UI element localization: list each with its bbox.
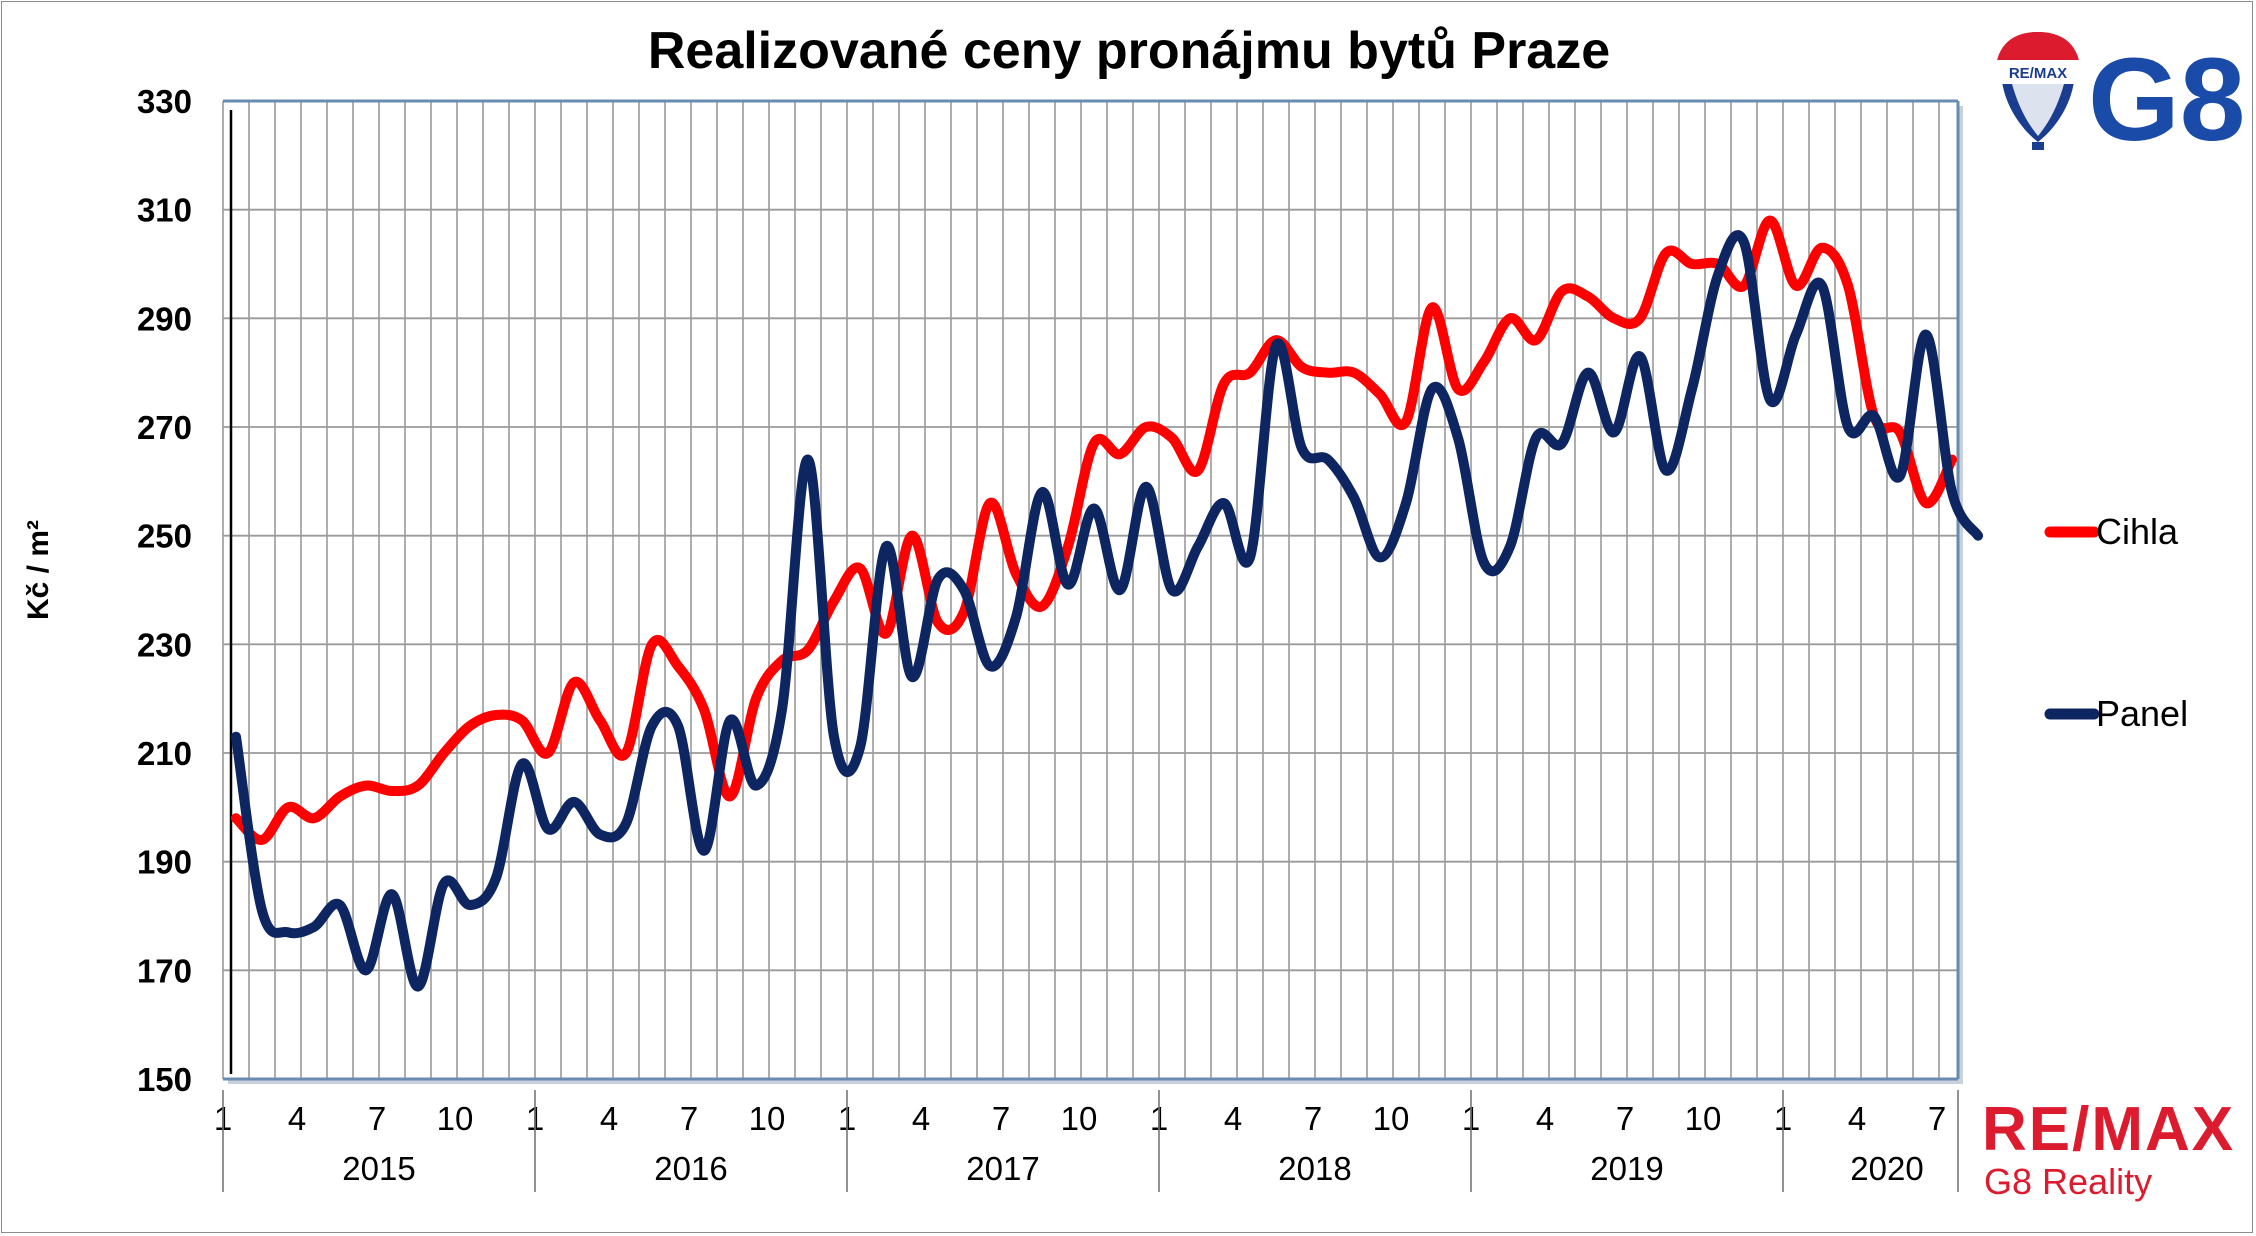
- x-tick-label: 4: [1848, 1100, 1866, 1137]
- x-tick-label: 10: [437, 1100, 474, 1137]
- year-label: 2020: [1850, 1150, 1923, 1187]
- x-tick-label: 7: [1928, 1100, 1946, 1137]
- x-tick-label: 4: [288, 1100, 306, 1137]
- remax-balloon-logo: RE/MAX: [1994, 32, 2082, 150]
- year-label: 2018: [1278, 1150, 1351, 1187]
- x-tick-label: 4: [912, 1100, 930, 1137]
- y-tick-label: 330: [137, 83, 192, 120]
- x-tick-label: 10: [749, 1100, 786, 1137]
- y-tick-label: 170: [137, 952, 192, 989]
- x-axis-tick-labels: 1 4 7 10 1 4 7 10 1 4 7 10 1 4 7 10 1 4 7 10 1 4 7: [214, 1100, 1946, 1137]
- y-tick-label: 150: [137, 1061, 192, 1098]
- year-label: 2019: [1590, 1150, 1663, 1187]
- chart-title: Realizované ceny pronájmu bytů Praze: [648, 22, 1610, 80]
- x-tick-label: 4: [1224, 1100, 1242, 1137]
- vertical-gridlines: [222, 101, 1940, 1079]
- legend: Cihla Panel: [2044, 511, 2188, 734]
- x-tick-label: 4: [1536, 1100, 1554, 1137]
- y-tick-label: 230: [137, 626, 192, 663]
- legend-label-panel: Panel: [2096, 693, 2188, 734]
- year-label: 2016: [654, 1150, 727, 1187]
- y-tick-label: 210: [137, 735, 192, 772]
- x-tick-label: 7: [1616, 1100, 1634, 1137]
- y-axis-label: Kč / m²: [22, 520, 55, 620]
- g8-logo: G8: [2088, 34, 2245, 166]
- y-tick-label: 190: [137, 844, 192, 881]
- year-label: 2017: [966, 1150, 1039, 1187]
- x-tick-label: 7: [680, 1100, 698, 1137]
- y-tick-label: 290: [137, 300, 192, 337]
- series-lines: [231, 215, 1983, 992]
- y-tick-label: 310: [137, 192, 192, 229]
- balloon-logo-text: RE/MAX: [2009, 65, 2067, 82]
- series-line-panel: [231, 230, 1983, 992]
- year-label: 2015: [342, 1150, 415, 1187]
- x-tick-label: 10: [1373, 1100, 1410, 1137]
- remax-subtitle: G8 Reality: [1984, 1161, 2152, 1202]
- horizontal-gridlines: [223, 99, 1960, 1081]
- legend-label-cihla: Cihla: [2096, 511, 2179, 552]
- x-tick-label: 4: [600, 1100, 618, 1137]
- plot-area: [223, 101, 1958, 1079]
- x-tick-label: 7: [992, 1100, 1010, 1137]
- series-line-cihla: [231, 215, 1957, 845]
- x-tick-label: 10: [1061, 1100, 1098, 1137]
- y-tick-label: 270: [137, 409, 192, 446]
- y-tick-label: 250: [137, 518, 192, 555]
- x-tick-label: 7: [368, 1100, 386, 1137]
- x-tick-label: 10: [1685, 1100, 1722, 1137]
- y-axis-tick-labels: 150 170 190 210 230 250 270 290 310 330: [137, 83, 192, 1098]
- x-tick-label: 7: [1304, 1100, 1322, 1137]
- remax-wordmark: RE/MAX: [1982, 1095, 2235, 1164]
- year-groups: 2015 2016 2017 2018 2019 2020: [222, 1090, 1959, 1192]
